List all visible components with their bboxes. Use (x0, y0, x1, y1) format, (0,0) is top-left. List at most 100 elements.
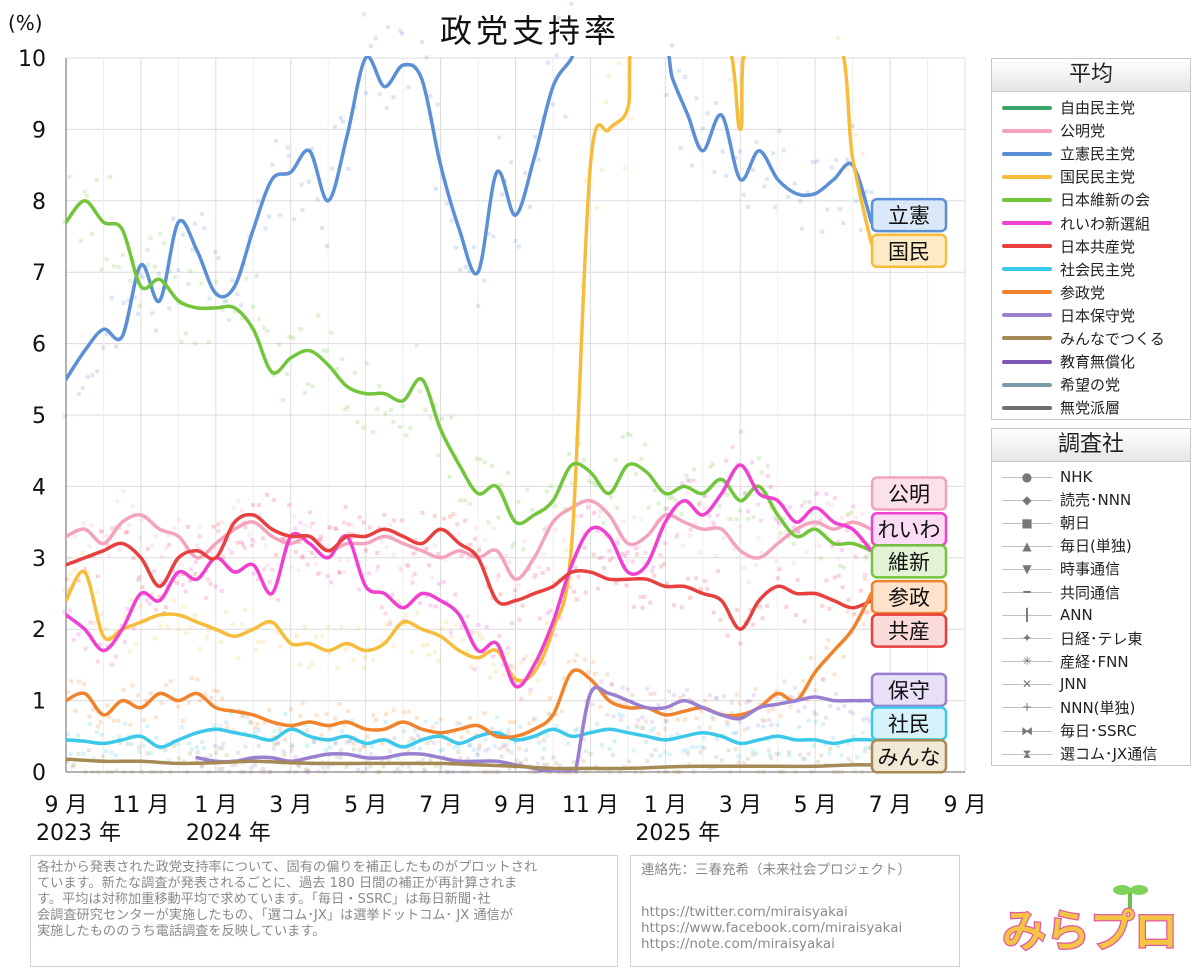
poll-point (249, 543, 254, 548)
poll-point (476, 753, 481, 758)
poll-point (81, 550, 86, 555)
poll-point (698, 587, 703, 592)
poll-point (849, 123, 854, 128)
poll-point (123, 721, 128, 726)
poll-point (831, 736, 836, 741)
poll-point (482, 460, 487, 465)
poll-point (200, 764, 205, 769)
twitter-link[interactable]: https://twitter.com/miraisyakai (641, 904, 848, 920)
party-label: 保守 (870, 672, 948, 708)
average-legend-item: 日本保守党 (992, 304, 1190, 327)
poll-point (116, 718, 121, 723)
poll-point (667, 689, 672, 694)
y-axis-unit: (%) (8, 11, 43, 35)
poll-point (523, 757, 528, 762)
poll-point (224, 298, 229, 303)
poll-point (536, 565, 541, 570)
poll-point (430, 725, 435, 730)
poll-point (391, 419, 396, 424)
poll-point (436, 552, 441, 557)
poll-point (406, 764, 411, 769)
poll-point (710, 520, 715, 525)
poll-point (742, 760, 747, 765)
poll-point (88, 620, 93, 625)
poll-point (559, 709, 564, 714)
series-line-日本共産党 (66, 512, 874, 631)
poll-point (861, 717, 866, 722)
legend-label: れいわ新選組 (1060, 214, 1151, 233)
poll-point (98, 720, 103, 725)
poll-point (438, 770, 443, 774)
poll-point (644, 758, 649, 763)
poll-point (239, 303, 244, 308)
poll-point (249, 720, 254, 725)
poll-point (746, 579, 751, 584)
poll-point (270, 162, 275, 167)
poll-point (582, 657, 587, 662)
poll-point (339, 357, 344, 362)
poll-point (548, 696, 553, 701)
poll-point (240, 622, 245, 627)
pollster-marker-icon: ⧗ (1002, 744, 1052, 764)
legend-swatch (1002, 244, 1052, 249)
poll-point (220, 696, 225, 701)
contact-label: 連絡先：三春充希（未来社会プロジェクト） (641, 862, 911, 878)
poll-point (465, 542, 470, 547)
poll-point (532, 134, 537, 139)
facebook-link[interactable]: https://www.facebook.com/miraisyakai (641, 920, 903, 936)
poll-point (755, 723, 760, 728)
poll-point (425, 642, 430, 647)
poll-point (548, 484, 553, 489)
poll-point (652, 573, 657, 578)
poll-point (869, 190, 874, 195)
note-line: す。平均は対称加重移動平均で求めています。「毎日・SSRC」は毎日新聞･社 (37, 892, 491, 907)
poll-point (462, 498, 467, 503)
poll-point (188, 269, 193, 274)
poll-point (644, 719, 649, 724)
poll-point (277, 562, 282, 567)
poll-point (867, 551, 872, 556)
poll-point (809, 510, 814, 515)
poll-point (775, 576, 780, 581)
poll-point (860, 151, 865, 156)
poll-point (486, 520, 491, 525)
poll-point (738, 508, 743, 513)
poll-point (867, 542, 872, 547)
pollster-label: 朝日 (1060, 514, 1091, 533)
poll-point (296, 568, 301, 573)
poll-point (582, 545, 587, 550)
poll-point (316, 313, 321, 318)
poll-point (485, 770, 490, 774)
poll-point (781, 148, 786, 153)
poll-point (563, 114, 568, 119)
poll-point (568, 585, 573, 590)
poll-point (845, 166, 850, 171)
poll-point (849, 760, 854, 765)
poll-point (806, 718, 811, 723)
poll-point (327, 651, 332, 656)
poll-point (541, 738, 546, 743)
pollster-marker-icon: ▼ (1002, 559, 1052, 579)
poll-point (814, 712, 819, 717)
poll-point (95, 590, 100, 595)
poll-point (287, 335, 292, 340)
poll-point (328, 726, 333, 731)
poll-point (186, 282, 191, 287)
poll-point (438, 765, 443, 770)
poll-point (412, 571, 417, 576)
poll-point (188, 751, 193, 756)
poll-point (675, 770, 680, 774)
poll-point (776, 521, 781, 526)
poll-point (662, 770, 667, 774)
poll-point (719, 758, 724, 763)
poll-point (642, 561, 647, 566)
poll-point (277, 729, 282, 734)
poll-point (366, 759, 371, 764)
poll-point (340, 119, 345, 124)
poll-point (501, 672, 506, 677)
poll-point (765, 603, 770, 608)
poll-point (669, 43, 674, 48)
poll-point (365, 734, 370, 739)
poll-point (361, 520, 366, 525)
note-link[interactable]: https://note.com/miraisyakai (641, 936, 835, 952)
